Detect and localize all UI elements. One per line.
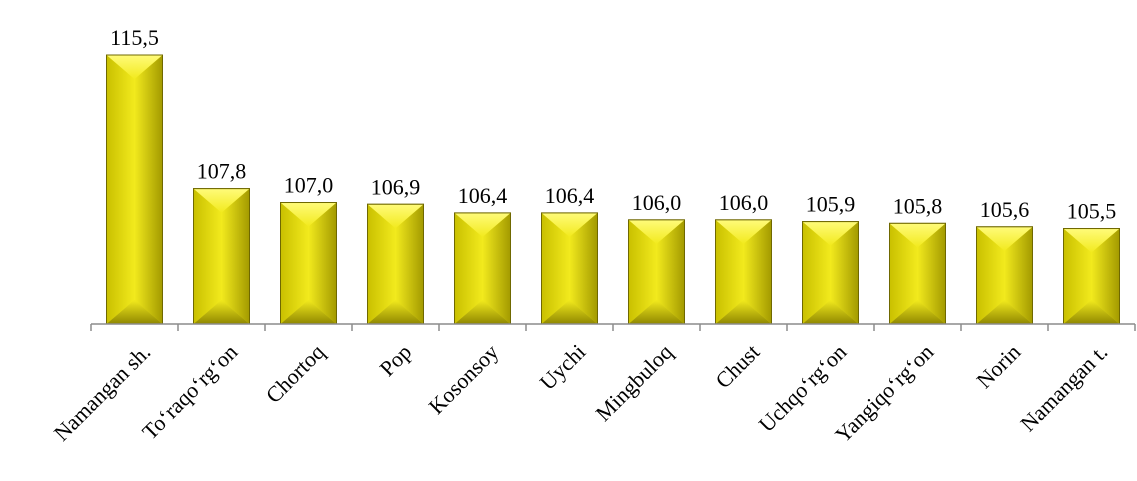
bar-facet-left	[976, 226, 1005, 324]
data-label: 106,4	[458, 183, 508, 208]
bar-facet-left	[802, 221, 831, 324]
bar-facet-right	[656, 219, 685, 324]
bar	[889, 222, 946, 325]
bar-facet-top	[106, 55, 163, 79]
bar-facet-top	[193, 188, 250, 213]
bar-facet-top	[367, 204, 424, 229]
x-tick-label: Kosonsoy	[423, 339, 503, 419]
bar-facet-left	[715, 219, 744, 324]
bar-facet-right	[1004, 226, 1033, 324]
bar	[541, 212, 598, 325]
bar-facet-bottom	[628, 300, 685, 324]
bar	[1063, 228, 1120, 325]
bar-facet-bottom	[802, 300, 859, 324]
bar-facet-top	[280, 202, 337, 227]
bar-facet-bottom	[715, 300, 772, 324]
bar-facet-right	[1091, 228, 1120, 324]
bar-facet-right	[308, 202, 337, 324]
bar-facet-left	[280, 202, 309, 324]
bar-facet-right	[482, 212, 511, 324]
bar-facet-right	[830, 221, 859, 324]
bar-facet-right	[221, 188, 250, 324]
value-labels: 115,5 107,8 107,0 106,9 106,4 106,4 106,0 106,0…	[110, 25, 1116, 224]
bar-facet-right	[134, 55, 163, 324]
x-tick-label: Chust	[710, 339, 764, 393]
bar-facet-left	[193, 188, 222, 324]
bar	[628, 219, 685, 325]
bar-facet-top	[976, 226, 1033, 251]
bar	[454, 212, 511, 325]
bar-facet-left	[106, 55, 135, 324]
bar-facet-bottom	[976, 300, 1033, 324]
bar	[280, 202, 337, 325]
data-label: 105,9	[806, 192, 856, 217]
bar-facet-top	[628, 219, 685, 244]
bar	[976, 226, 1033, 325]
bar-facet-bottom	[889, 300, 946, 324]
x-tick-label: Pop	[374, 339, 416, 381]
data-label: 107,8	[197, 159, 247, 184]
data-label: 105,5	[1067, 199, 1117, 224]
bar	[715, 219, 772, 325]
bar	[802, 221, 859, 325]
x-tick-label: Chortoq	[261, 339, 330, 408]
bar-facet-top	[802, 221, 859, 246]
data-label: 106,4	[545, 183, 595, 208]
bar-facet-bottom	[1063, 300, 1120, 324]
data-label: 115,5	[110, 25, 159, 50]
bar-facet-left	[454, 212, 483, 324]
bar-facet-bottom	[193, 300, 250, 324]
bar	[106, 54, 163, 325]
x-tick-label: Mingbuloq	[591, 339, 678, 426]
bar-facet-right	[395, 204, 424, 324]
x-tick-label: Namangan t.	[1015, 339, 1112, 436]
bar-facet-right	[569, 212, 598, 324]
bar	[193, 188, 250, 325]
bar-facet-top	[541, 212, 598, 237]
bar-facet-top	[889, 223, 946, 248]
bar-facet-bottom	[454, 300, 511, 324]
data-label: 106,9	[371, 174, 421, 199]
data-label: 105,6	[980, 197, 1030, 222]
category-labels: Namangan sh.To‘raqo‘rg‘on Chortoq Pop Koson…	[49, 339, 1113, 447]
bar	[367, 203, 424, 325]
bar-facet-left	[541, 212, 570, 324]
bar-facet-bottom	[541, 300, 598, 324]
data-label: 105,8	[893, 193, 943, 218]
bar-facet-left	[889, 223, 918, 324]
bar-facet-left	[367, 204, 396, 324]
data-label: 106,0	[719, 190, 769, 215]
bar-facet-right	[917, 223, 946, 324]
bar-facet-top	[454, 212, 511, 237]
bar-facet-top	[715, 219, 772, 244]
bar-facet-left	[1063, 228, 1092, 324]
x-tick-label: Uychi	[535, 339, 591, 395]
bar-facet-left	[628, 219, 657, 324]
bar-facet-top	[1063, 228, 1120, 253]
bar-facet-bottom	[106, 300, 163, 324]
data-label: 106,0	[632, 190, 682, 215]
x-tick-label: Norin	[971, 339, 1025, 393]
x-axis	[90, 323, 1136, 331]
bar-facet-bottom	[280, 300, 337, 324]
bars-layer	[106, 54, 1120, 325]
bar-facet-right	[743, 219, 772, 324]
bar-facet-bottom	[367, 300, 424, 324]
data-label: 107,0	[284, 173, 334, 198]
